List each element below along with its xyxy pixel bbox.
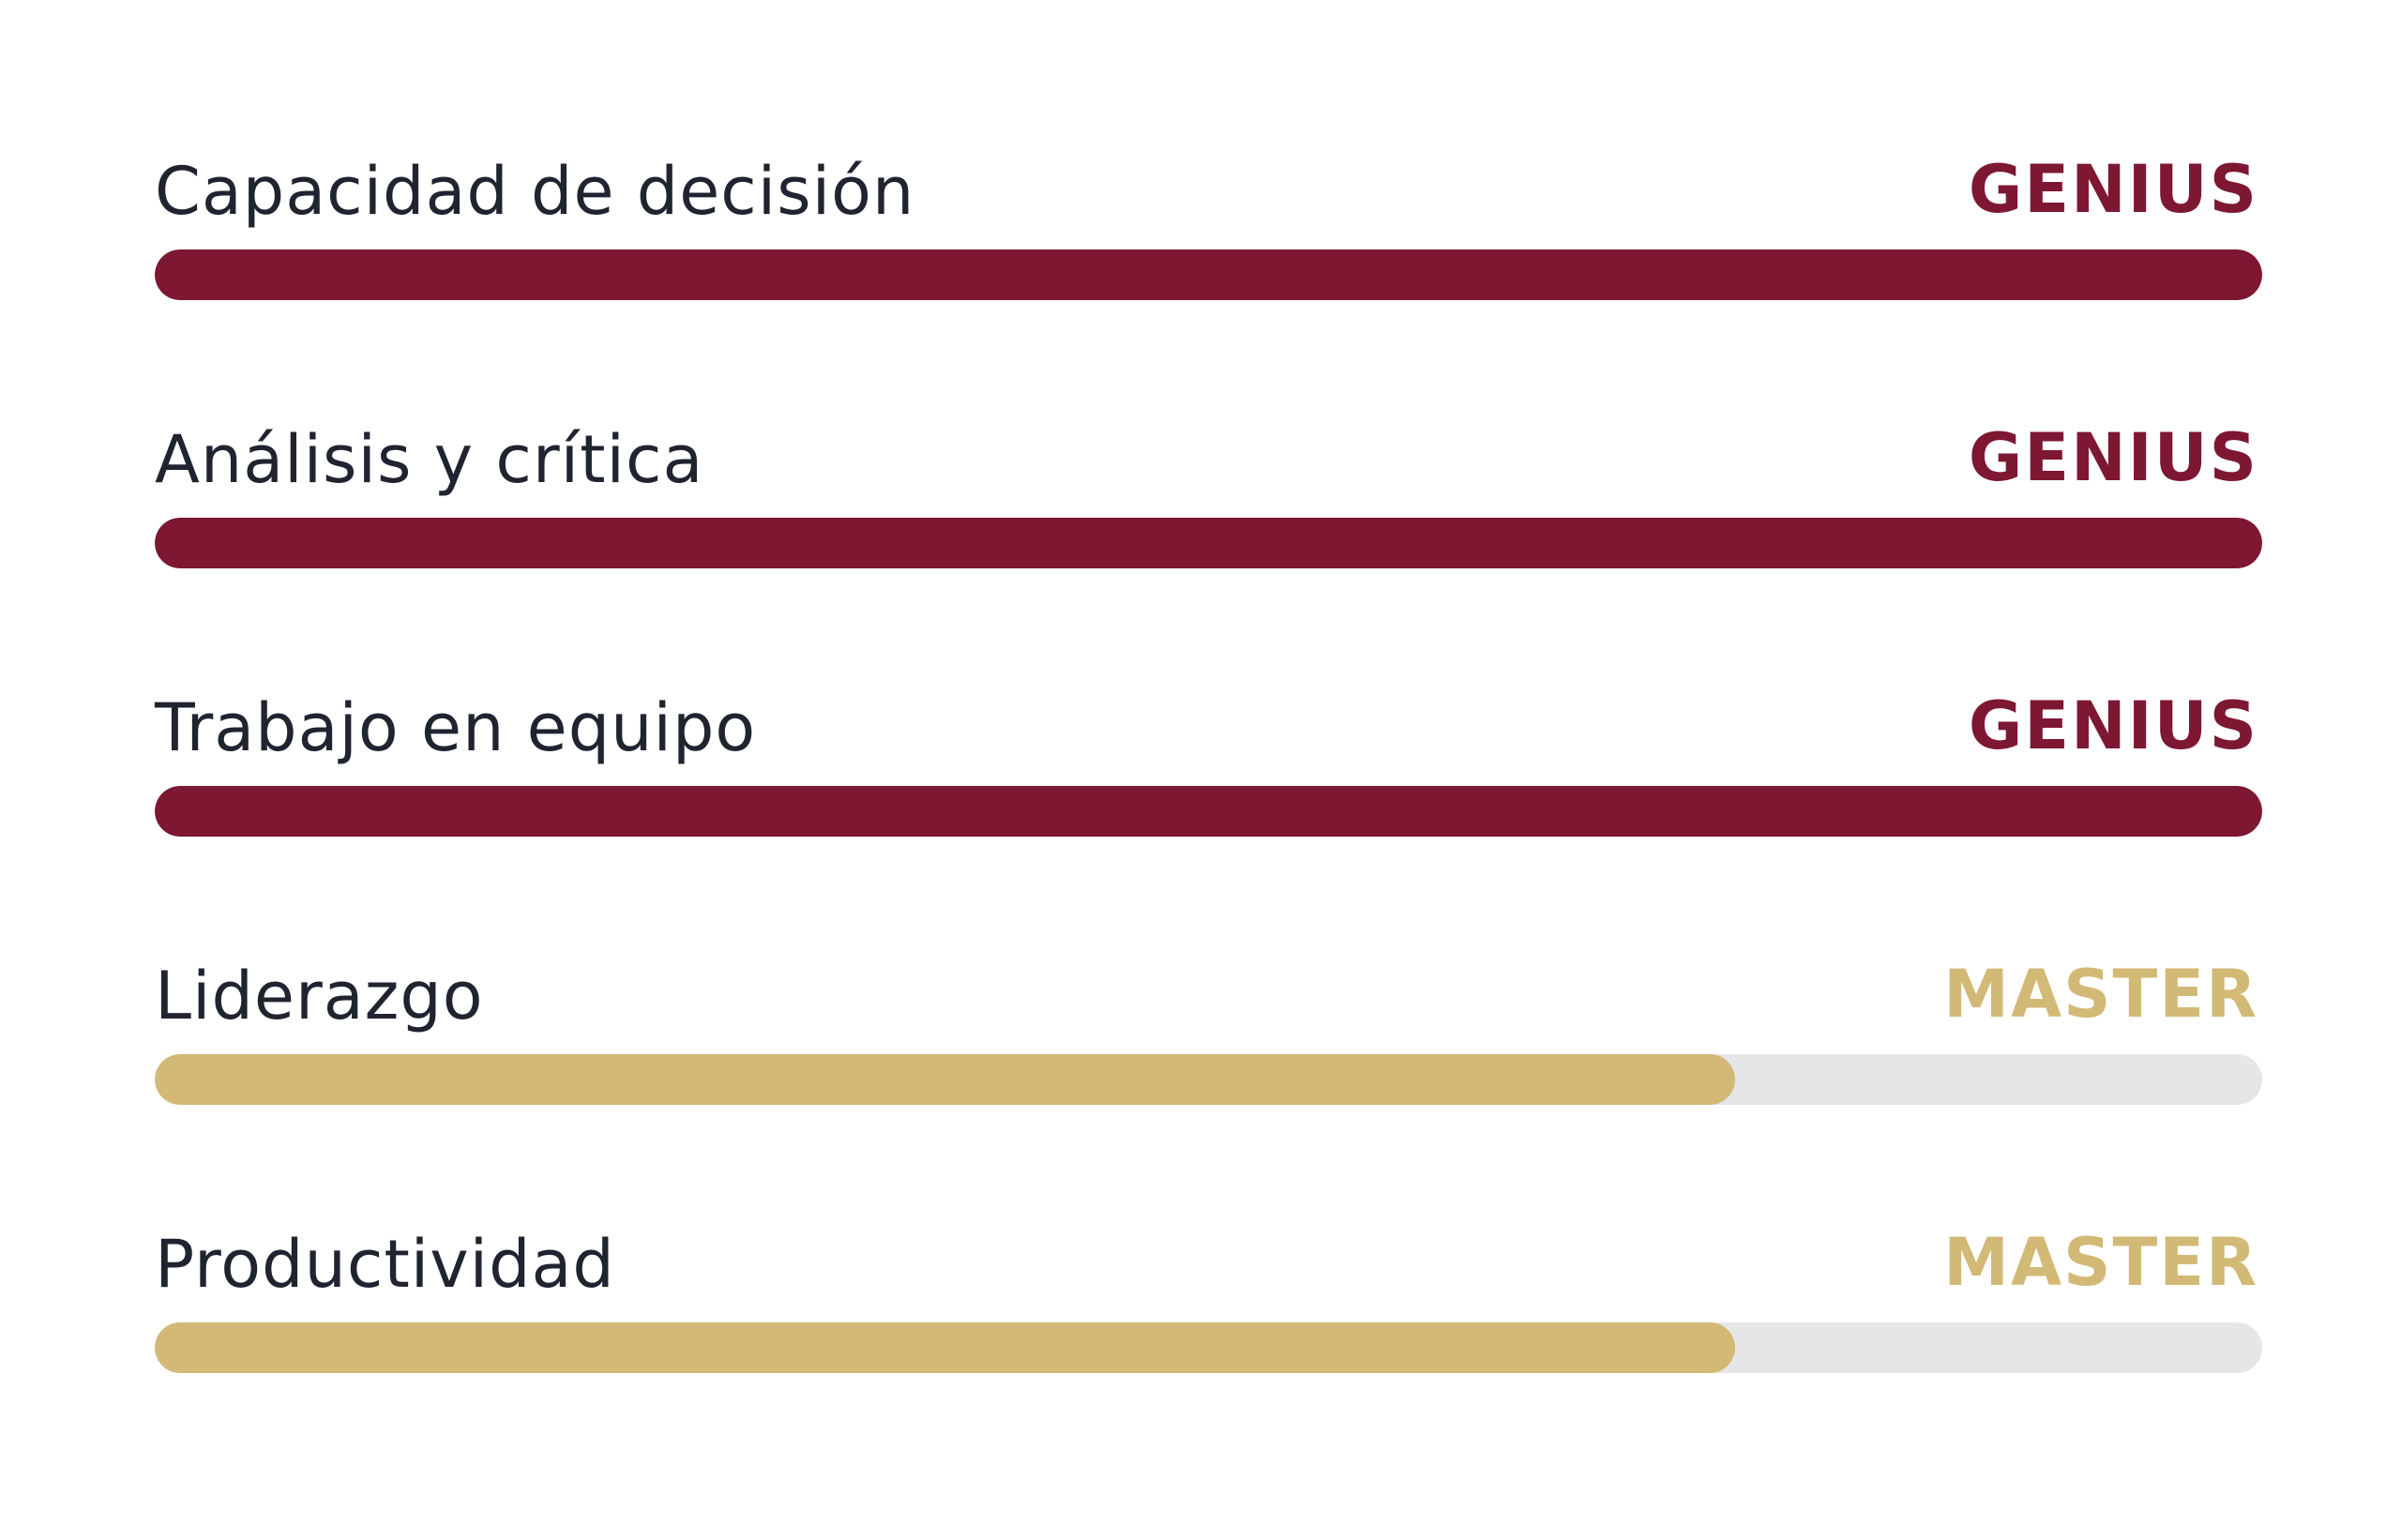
skill-row-analisis-critica: Análisis y crítica GENIUS (155, 400, 2262, 668)
skill-row-productividad: Productividad MASTER (155, 1204, 2262, 1472)
skill-header: Trabajo en equipo GENIUS (155, 668, 2262, 766)
skill-progress-fill (155, 518, 2262, 568)
skill-row-trabajo-equipo: Trabajo en equipo GENIUS (155, 668, 2262, 936)
skill-label: Análisis y crítica (155, 421, 704, 498)
skill-progress-fill (155, 1054, 1736, 1105)
skill-header: Capacidad de decisión GENIUS (155, 131, 2262, 229)
skill-header: Liderazgo MASTER (155, 936, 2262, 1034)
skill-label: Liderazgo (155, 958, 484, 1034)
skill-level-badge: GENIUS (1968, 687, 2258, 764)
skill-label: Productividad (155, 1226, 615, 1303)
skill-header: Análisis y crítica GENIUS (155, 400, 2262, 497)
skill-progress-track (155, 1322, 2262, 1373)
skill-level-badge: MASTER (1943, 1224, 2258, 1301)
skill-progress-fill (155, 1322, 1736, 1373)
skill-label: Capacidad de decisión (155, 153, 915, 230)
skill-progress-track (155, 518, 2262, 568)
skill-progress-fill (155, 786, 2262, 837)
skill-progress-track (155, 1054, 2262, 1105)
skills-list: Capacidad de decisión GENIUS Análisis y … (155, 131, 2262, 1472)
skill-label: Trabajo en equipo (155, 689, 757, 766)
skill-progress-fill (155, 249, 2262, 300)
skill-progress-track (155, 786, 2262, 837)
skill-row-liderazgo: Liderazgo MASTER (155, 936, 2262, 1204)
skill-progress-track (155, 249, 2262, 300)
skill-row-capacidad-decision: Capacidad de decisión GENIUS (155, 131, 2262, 400)
skill-level-badge: GENIUS (1968, 419, 2258, 496)
skill-level-badge: GENIUS (1968, 151, 2258, 228)
skill-header: Productividad MASTER (155, 1204, 2262, 1302)
skill-level-badge: MASTER (1943, 956, 2258, 1033)
